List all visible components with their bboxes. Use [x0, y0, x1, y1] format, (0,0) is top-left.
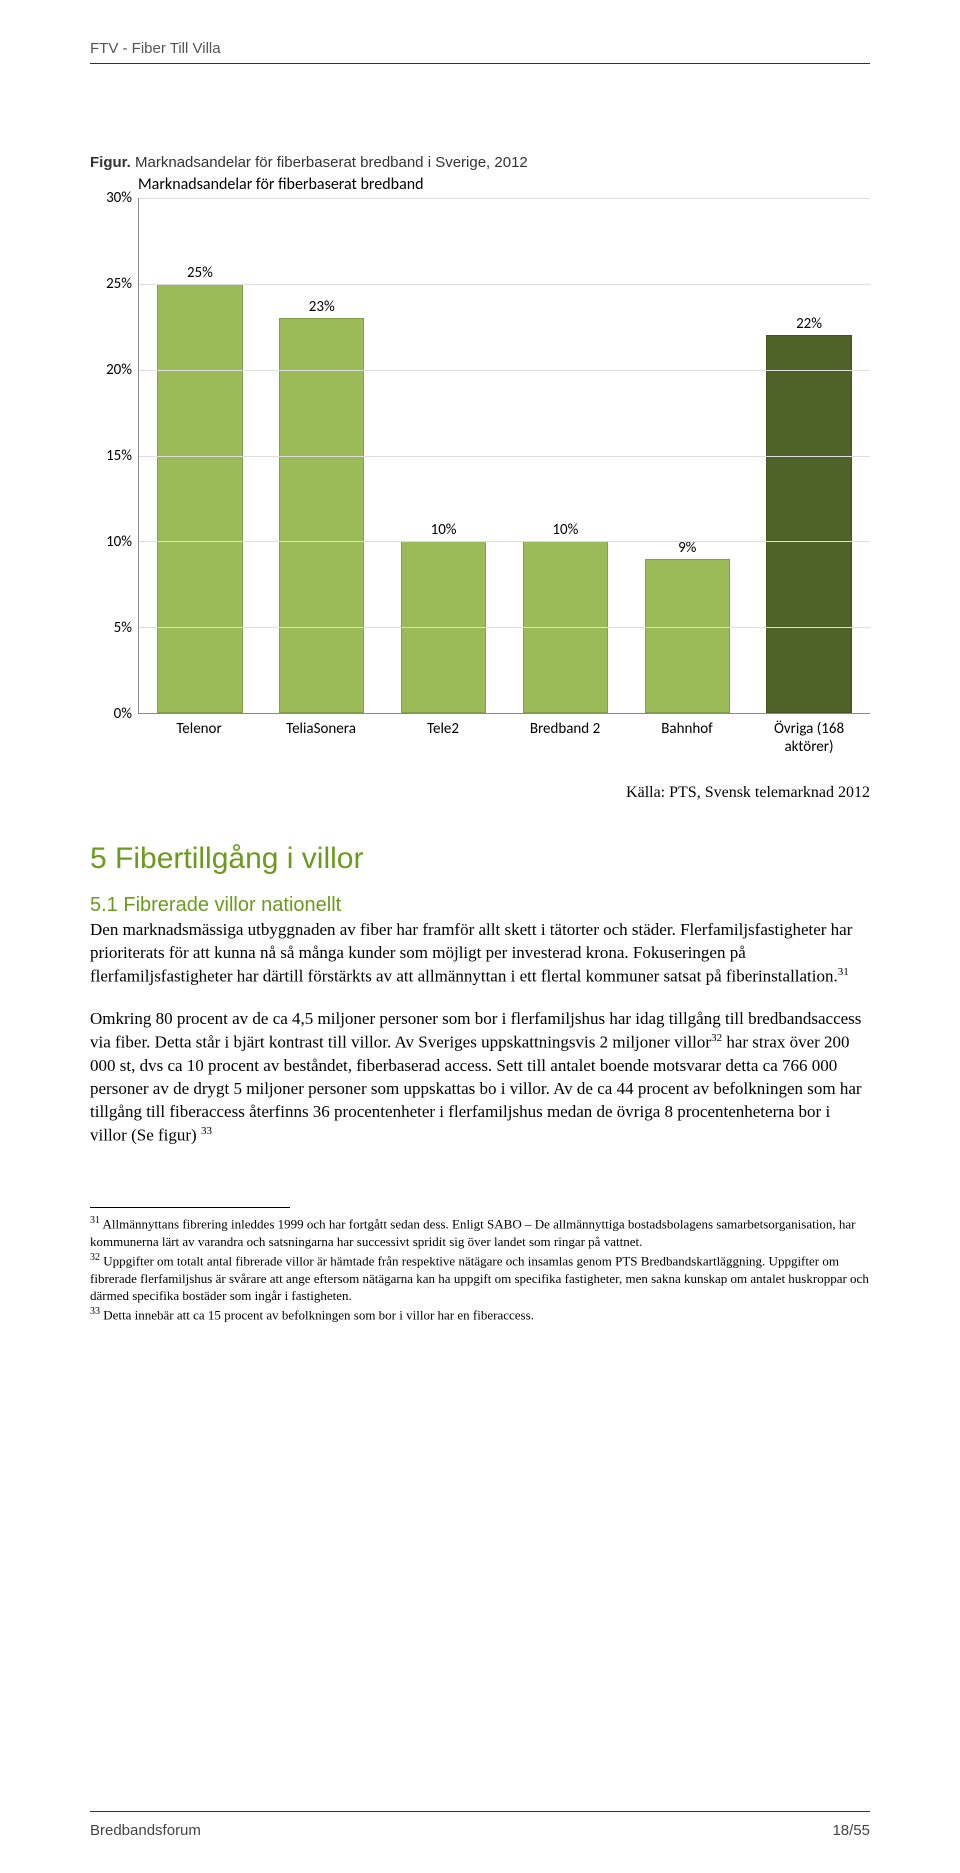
gridline	[139, 456, 870, 457]
bar-value-label: 23%	[309, 298, 335, 316]
gridline	[139, 284, 870, 285]
para1-text: Den marknadsmässiga utbyggnaden av fiber…	[90, 920, 852, 986]
chart-source: Källa: PTS, Svensk telemarknad 2012	[90, 784, 870, 802]
footnotes-rule	[90, 1207, 290, 1208]
footnote-ref-32: 32	[711, 1032, 722, 1044]
y-tick-label: 0%	[114, 705, 132, 723]
y-tick-label: 5%	[114, 619, 132, 637]
figure-caption-text: Marknadsandelar för fiberbaserat bredban…	[135, 154, 528, 171]
y-tick-label: 15%	[106, 447, 132, 465]
x-category-label: Bredband 2	[504, 720, 626, 756]
gridline	[139, 198, 870, 199]
chart-x-labels: TelenorTeliaSoneraTele2Bredband 2Bahnhof…	[138, 720, 870, 756]
footnote-33-text: Detta innebär att ca 15 procent av befol…	[100, 1307, 534, 1322]
chart-plot-area: 25%23%10%10%9%22%	[138, 198, 870, 714]
footer-left: Bredbandsforum	[90, 1822, 201, 1839]
footnotes-block: 31 Allmännyttans fibrering inleddes 1999…	[90, 1214, 870, 1323]
footnote-31-text: Allmännyttans fibrering inleddes 1999 oc…	[90, 1217, 855, 1250]
x-category-label: Telenor	[138, 720, 260, 756]
bar	[279, 318, 364, 713]
x-category-label: Övriga (168 aktörer)	[748, 720, 870, 756]
footnote-31-num: 31	[90, 1215, 100, 1226]
bar-value-label: 10%	[431, 521, 457, 539]
bar-value-label: 10%	[552, 521, 578, 539]
footnote-31: 31 Allmännyttans fibrering inleddes 1999…	[90, 1214, 870, 1250]
footnote-32-text: Uppgifter om totalt antal fibrerade vill…	[90, 1253, 869, 1303]
gridline	[139, 370, 870, 371]
bar-value-label: 25%	[187, 264, 213, 282]
bar	[645, 559, 730, 714]
footnote-ref-31: 31	[838, 966, 849, 978]
footer-rule	[90, 1811, 870, 1812]
bar	[157, 284, 242, 713]
bar	[766, 335, 851, 713]
footer-right: 18/55	[832, 1822, 870, 1839]
chart-y-axis: 0%5%10%15%20%25%30%	[90, 198, 138, 714]
y-tick-label: 20%	[106, 361, 132, 379]
gridline	[139, 627, 870, 628]
x-category-label: Bahnhof	[626, 720, 748, 756]
body-paragraph-1: Den marknadsmässiga utbyggnaden av fiber…	[90, 919, 870, 988]
page-footer: Bredbandsforum 18/55	[90, 1811, 870, 1839]
bar-chart: Marknadsandelar för fiberbaserat bredban…	[90, 175, 870, 756]
figure-caption: Figur. Marknadsandelar för fiberbaserat …	[90, 154, 870, 171]
y-tick-label: 30%	[106, 189, 132, 207]
footnote-32-num: 32	[90, 1252, 100, 1263]
x-category-label: Tele2	[382, 720, 504, 756]
y-tick-label: 10%	[106, 533, 132, 551]
doc-header-title: FTV - Fiber Till Villa	[90, 40, 870, 57]
gridline	[139, 541, 870, 542]
x-category-label: TeliaSonera	[260, 720, 382, 756]
section-heading: 5 Fibertillgång i villor	[90, 842, 870, 876]
footnote-33: 33 Detta innebär att ca 15 procent av be…	[90, 1305, 870, 1324]
footnote-33-num: 33	[90, 1306, 100, 1317]
chart-title: Marknadsandelar för fiberbaserat bredban…	[138, 175, 870, 194]
subsection-heading: 5.1 Fibrerade villor nationellt	[90, 894, 870, 917]
body-paragraph-2: Omkring 80 procent av de ca 4,5 miljoner…	[90, 1008, 870, 1147]
figure-caption-prefix: Figur.	[90, 154, 131, 171]
y-tick-label: 25%	[106, 275, 132, 293]
footnote-32: 32 Uppgifter om totalt antal fibrerade v…	[90, 1251, 870, 1305]
bar-value-label: 22%	[796, 315, 822, 333]
header-rule	[90, 63, 870, 64]
footnote-ref-33: 33	[201, 1125, 212, 1137]
